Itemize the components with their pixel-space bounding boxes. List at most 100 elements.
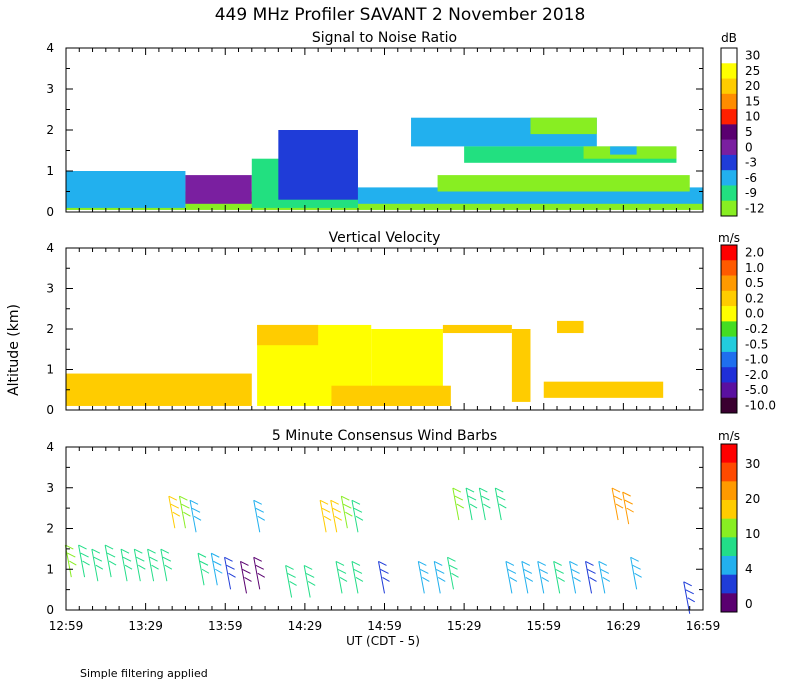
x-tick-label: 14:29: [288, 619, 323, 633]
wind-barb: [505, 560, 518, 594]
wind-barb: [335, 560, 348, 594]
colorbar-label: -10.0: [745, 398, 776, 412]
wind-barb: [433, 560, 446, 594]
colorbar-swatch: [721, 170, 737, 186]
colorbar-label: 2.0: [745, 246, 764, 260]
colorbar-swatch: [721, 382, 737, 399]
colorbar-swatch: [721, 574, 737, 594]
y-tick-label: 2: [46, 522, 54, 536]
colorbar-units: m/s: [718, 429, 740, 443]
wind-barb: [253, 556, 266, 590]
colorbar-swatch: [721, 154, 737, 171]
heatmap-cell: [331, 385, 451, 406]
snr-panel: Signal to Noise Ratio01234dB302520151050…: [46, 30, 764, 219]
y-tick-label: 4: [46, 241, 54, 255]
wind-barb: [330, 499, 342, 533]
wind-barb: [91, 548, 104, 582]
colorbar-label: 30: [745, 49, 760, 63]
x-tick-label: 13:29: [128, 619, 163, 633]
x-tick-label: 15:59: [526, 619, 561, 633]
plot-frame: [65, 446, 704, 611]
x-tick-label: 14:59: [367, 619, 402, 633]
colorbar-swatch: [721, 500, 737, 519]
colorbar-label: -9: [745, 186, 757, 200]
x-tick-label: 16:59: [686, 619, 721, 633]
colorbar-swatch: [721, 93, 737, 110]
colorbar-swatch: [721, 124, 737, 140]
colorbar-swatch: [721, 397, 737, 414]
wind-barb: [452, 487, 465, 521]
colorbar-swatch: [721, 290, 737, 307]
wind-barb: [683, 581, 695, 614]
wind-barb: [168, 495, 181, 529]
colorbar-swatch: [721, 462, 737, 482]
wind-barb: [478, 487, 491, 521]
colorbar-swatch: [721, 63, 737, 79]
wind-barb: [147, 548, 159, 582]
wind-barb: [303, 565, 316, 598]
wind-barb: [189, 499, 202, 533]
wind-barb: [465, 487, 478, 521]
colorbar-label: 10: [745, 527, 760, 541]
colorbar-label: 0: [745, 597, 753, 611]
colorbar-swatch: [721, 367, 737, 383]
heatmap-cell: [278, 130, 358, 200]
panel-title: Signal to Noise Ratio: [312, 30, 457, 46]
wind-barb: [447, 556, 459, 590]
y-tick-label: 1: [46, 562, 54, 576]
colorbar-swatch: [721, 185, 737, 202]
colorbar-label: 4: [745, 562, 753, 576]
colorbar-swatch: [721, 139, 737, 156]
y-axis-label: Altitude (km): [6, 304, 22, 396]
colorbar-swatch: [721, 109, 737, 125]
y-tick-label: 0: [46, 205, 54, 219]
colorbar-frame: [720, 244, 738, 414]
y-tick-label: 3: [46, 481, 54, 495]
colorbar-swatch: [721, 48, 737, 64]
y-tick-label: 3: [46, 82, 54, 96]
vertical-velocity-panel: Vertical Velocity 0 1 2 3 4 m/s 2.01.00.50.2 0.0…: [46, 230, 776, 417]
wind-barb: [569, 560, 581, 594]
colorbar-label: -12: [745, 201, 765, 215]
colorbar-label: 0.2: [745, 291, 764, 305]
wind-barb: [224, 556, 236, 590]
colorbar-swatch: [721, 444, 737, 463]
wind-barb: [78, 544, 90, 578]
y-tick-label: 2: [46, 123, 54, 137]
wind-barb: [285, 565, 297, 598]
wind-barb: [585, 560, 597, 594]
heatmap-cell: [442, 324, 512, 334]
colorbar-swatch: [721, 200, 737, 217]
colorbar-label: -3: [745, 156, 757, 170]
x-axis-label: UT (CDT - 5): [346, 634, 420, 648]
colorbar-label: 15: [745, 94, 760, 108]
footnote: Simple filtering applied: [80, 667, 208, 680]
colorbar-label: -0.5: [745, 337, 768, 351]
colorbar-label: -5.0: [745, 383, 768, 397]
heatmap-cell: [557, 320, 584, 334]
wind-barb: [178, 495, 191, 529]
wind-barb: [598, 560, 611, 594]
wind-barb: [340, 495, 353, 529]
colorbar-label: 0.0: [745, 307, 764, 321]
colorbar-swatch: [721, 556, 737, 575]
heatmap-cell: [185, 175, 252, 204]
heatmap-cell: [437, 175, 690, 192]
wind-barb: [351, 499, 364, 533]
colorbar-frame: [720, 47, 738, 217]
wind-barb: [197, 552, 210, 586]
colorbar-frame: [720, 443, 738, 613]
colorbar-swatch: [721, 518, 737, 538]
colorbar-label: 20: [745, 79, 760, 93]
wind-barb: [494, 487, 507, 521]
y-tick-label: 4: [46, 440, 54, 454]
colorbar-label: 0: [745, 140, 753, 154]
y-tick-label: 3: [46, 282, 54, 296]
colorbar-label: -2.0: [745, 368, 768, 382]
wind-barb: [417, 560, 430, 594]
colorbar-label: 30: [745, 457, 760, 471]
colorbar-units: m/s: [718, 231, 740, 245]
colorbar-label: 25: [745, 64, 760, 78]
colorbar-swatch: [721, 306, 737, 322]
